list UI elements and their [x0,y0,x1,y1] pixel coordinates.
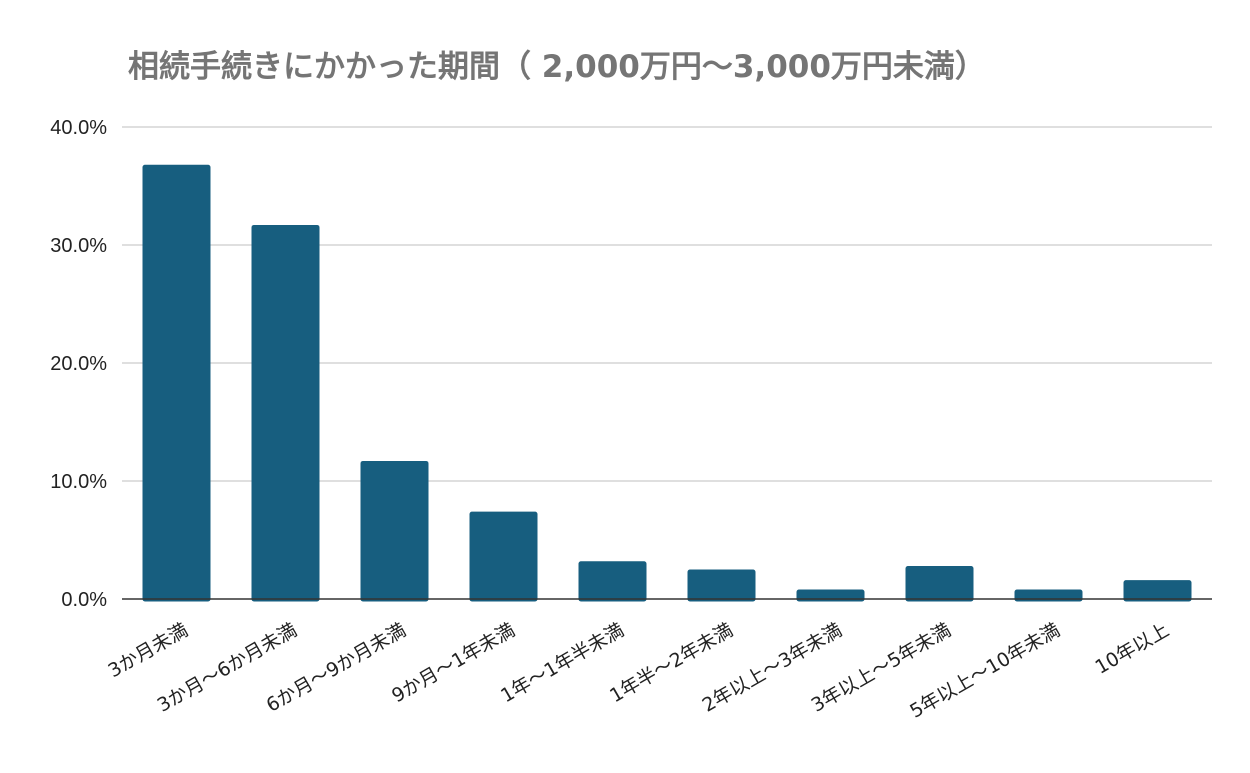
x-axis-tick-labels: 3か月未満3か月～6か月未満6か月～9か月未満9か月～1年未満1年～1年半未満1… [105,619,1173,723]
y-axis-tick-labels: 0.0% 10.0% 20.0% 30.0% 40.0% [50,117,107,611]
bar [360,460,429,602]
bar [142,164,211,602]
x-tick-label: 9か月～1年未満 [388,619,519,707]
bar [687,569,756,602]
y-tick-label: 40.0% [50,117,107,139]
y-tick-label: 0.0% [61,589,107,611]
bar [1123,580,1192,602]
bar [578,561,647,602]
bar [251,224,320,602]
y-tick-label: 10.0% [50,471,107,493]
y-tick-label: 30.0% [50,235,107,257]
bars [142,164,1192,602]
x-tick-label: 1年～1年半未満 [497,619,628,707]
x-tick-label: 10年以上 [1091,619,1172,679]
y-tick-label: 20.0% [50,353,107,375]
chart-title: 相続手続きにかかった期間（ 2,000万円～3,000万円未満） [128,49,986,85]
bar [469,511,538,602]
bar [905,565,974,602]
x-tick-label: 3か月未満 [105,619,192,682]
